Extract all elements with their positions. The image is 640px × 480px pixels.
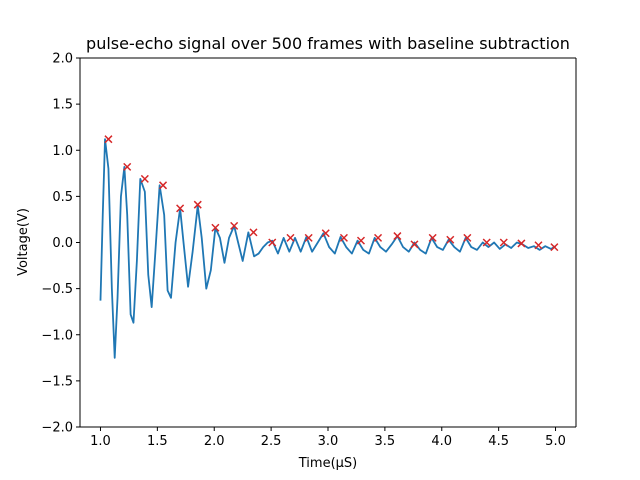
chart-title: pulse-echo signal over 500 frames with b… bbox=[86, 34, 570, 53]
x-tick-label: 3.5 bbox=[375, 434, 396, 449]
chart-marks bbox=[99, 135, 559, 359]
peak-marker bbox=[176, 204, 185, 213]
peak-marker bbox=[321, 229, 330, 238]
y-tick-label: 2.0 bbox=[52, 52, 73, 67]
x-tick-label: 3.0 bbox=[318, 434, 339, 449]
peak-marker bbox=[393, 232, 402, 241]
y-tick-label: 1.0 bbox=[52, 144, 73, 159]
peak-marker bbox=[410, 240, 419, 249]
peak-marker bbox=[140, 174, 149, 183]
peak-marker bbox=[356, 236, 366, 245]
peak-marker bbox=[550, 243, 559, 252]
x-tick-label: 4.5 bbox=[488, 434, 509, 449]
y-axis-title: Voltage(V) bbox=[16, 208, 31, 276]
peak-marker bbox=[104, 135, 113, 144]
x-tick-label: 2.5 bbox=[261, 434, 282, 449]
signal-line bbox=[99, 138, 556, 359]
peak-marker bbox=[286, 233, 295, 242]
y-tick-label: −1.0 bbox=[41, 328, 73, 343]
x-tick-label: 2.0 bbox=[204, 434, 225, 449]
y-tick-label: 1.5 bbox=[52, 98, 73, 113]
peak-marker bbox=[268, 238, 277, 247]
peak-marker bbox=[193, 200, 202, 209]
y-tick-label: 0.0 bbox=[52, 236, 73, 251]
peak-marker bbox=[463, 233, 472, 242]
y-tick-label: −0.5 bbox=[41, 282, 73, 297]
y-tick-label: 0.5 bbox=[52, 190, 73, 205]
peak-marker bbox=[230, 221, 239, 230]
x-tick-label: 1.5 bbox=[147, 434, 168, 449]
peak-marker bbox=[339, 233, 348, 242]
peak-marker bbox=[123, 162, 132, 171]
peak-marker bbox=[374, 233, 383, 242]
peak-marker bbox=[428, 233, 437, 242]
peak-marker bbox=[249, 228, 258, 237]
x-tick-label: 5.0 bbox=[545, 434, 566, 449]
peak-marker bbox=[499, 238, 508, 247]
peak-marker bbox=[211, 223, 220, 232]
x-tick-label: 1.0 bbox=[90, 434, 111, 449]
ticks: 1.0 1.5 2.0 2.5 3.0 3.5 4.0 4.5 5.0 −2.0 −1.5 −1.0 −… bbox=[41, 52, 565, 450]
peak-marker bbox=[159, 181, 168, 190]
peak-marker bbox=[304, 233, 313, 242]
y-tick-label: −2.0 bbox=[41, 421, 73, 436]
peak-marker bbox=[517, 239, 526, 248]
x-tick-label: 4.0 bbox=[431, 434, 452, 449]
peak-marker bbox=[446, 235, 455, 244]
x-axis-title: Time(µS) bbox=[298, 456, 357, 471]
y-tick-label: −1.5 bbox=[41, 374, 73, 389]
peak-marker bbox=[534, 241, 543, 250]
peak-marker bbox=[482, 238, 491, 247]
